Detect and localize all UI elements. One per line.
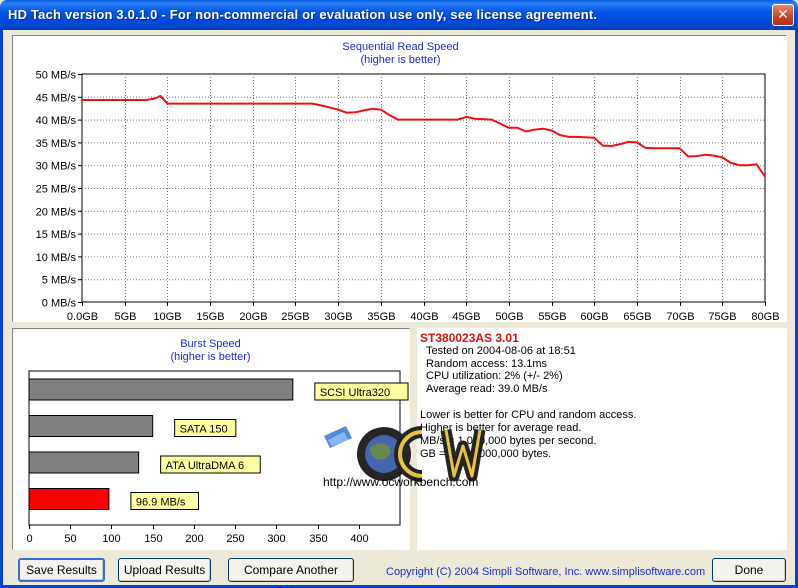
drive-model: ST380023AS 3.01 — [420, 331, 519, 345]
burst-x-tick-label: 300 — [267, 533, 285, 545]
copyright-text: Copyright (C) 2004 Simpli Software, Inc.… — [386, 566, 706, 578]
y-tick-label: 5 MB/s — [42, 275, 77, 287]
burst-bar-label-box — [174, 419, 237, 437]
y-tick-label: 30 MB/s — [36, 161, 77, 173]
burst-x-tick-label: 50 — [64, 533, 76, 545]
y-tick-label: 35 MB/s — [36, 138, 77, 150]
burst-bar-label: SATA 150 — [180, 424, 228, 436]
note-higher-better: Higher is better for average read. — [420, 422, 582, 434]
x-tick-label: 5GB — [114, 311, 136, 323]
tested-on: Tested on 2004-08-06 at 18:51 — [426, 345, 576, 357]
burst-x-tick-label: 0 — [26, 533, 32, 545]
x-tick-label: 10GB — [153, 311, 181, 323]
burst-bar-label: ATA UltraDMA 6 — [166, 460, 244, 472]
read-speed-series-line — [82, 94, 766, 178]
burst-bar — [28, 451, 140, 474]
x-tick-label: 75GB — [708, 311, 736, 323]
burst-bar — [28, 488, 110, 510]
done-label: Done — [734, 563, 764, 577]
burst-bar — [28, 415, 154, 437]
x-tick-label: 45GB — [452, 311, 480, 323]
save-results-button[interactable]: Save Results — [18, 558, 105, 582]
x-tick-label: 55GB — [538, 311, 566, 323]
close-button[interactable]: ✕ — [772, 4, 794, 26]
burst-chart-title-line1: Burst Speed — [180, 338, 241, 350]
note-lower-better: Lower is better for CPU and random acces… — [420, 409, 637, 421]
x-tick-label: 65GB — [623, 311, 651, 323]
cpu-utilization: CPU utilization: 2% (+/- 2%) — [426, 370, 563, 382]
compare-drive-button[interactable]: Compare Another Drive — [228, 558, 354, 588]
x-tick-label: 15GB — [196, 311, 224, 323]
sequential-chart-title: Sequential Read Speed (higher is better) — [13, 41, 788, 67]
window-frame — [0, 30, 798, 588]
x-tick-label: 20GB — [239, 311, 267, 323]
title-bar: HD Tach version 3.0.1.0 - For non-commer… — [0, 0, 798, 30]
burst-chart-panel: Burst Speed (higher is better) SCSI Ultr… — [12, 328, 410, 550]
burst-bar-label-box — [130, 492, 199, 510]
y-tick-label: 50 MB/s — [36, 70, 77, 82]
sequential-read-chart: 50 MB/s 45 MB/s 40 MB/s 35 MB/s 30 MB/s 25 MB… — [36, 70, 780, 324]
watermark-url: http://www.ocworkbench.com — [323, 475, 479, 489]
ocw-watermark-logo — [324, 426, 486, 482]
upload-results-button[interactable]: Upload Results — [118, 558, 211, 582]
burst-x-tick-label: 150 — [144, 533, 162, 545]
x-tick-label: 40GB — [410, 311, 438, 323]
burst-chart-title-line2: (higher is better) — [170, 351, 251, 363]
burst-bar-label-box — [314, 382, 409, 401]
x-tick-label: 70GB — [666, 311, 694, 323]
y-tick-label: 0 MB/s — [42, 298, 77, 310]
burst-bar-label: 96.9 MB/s — [136, 497, 186, 509]
y-tick-label: 15 MB/s — [36, 229, 77, 241]
y-tick-label: 40 MB/s — [36, 115, 77, 127]
x-tick-label: 35GB — [367, 311, 395, 323]
y-tick-label: 45 MB/s — [36, 92, 77, 104]
random-access: Random access: 13.1ms — [426, 358, 548, 370]
burst-speed-chart: SCSI Ultra320 SATA 150 ATA UltraDMA 6 96.9 … — [26, 370, 409, 545]
x-tick-label: 80GB — [751, 311, 779, 323]
burst-x-tick-label: 250 — [226, 533, 244, 545]
window-title: HD Tach version 3.0.1.0 - For non-commer… — [8, 7, 598, 22]
burst-x-tick-label: 100 — [102, 533, 120, 545]
burst-x-tick-label: 200 — [185, 533, 203, 545]
save-results-label: Save Results — [26, 563, 97, 577]
y-tick-label: 20 MB/s — [36, 206, 77, 218]
done-button[interactable]: Done — [712, 558, 786, 582]
x-tick-label: 50GB — [495, 311, 523, 323]
burst-bar-label-box — [160, 455, 261, 474]
burst-x-tick-label: 400 — [350, 533, 368, 545]
burst-chart-title: Burst Speed (higher is better) — [153, 338, 268, 364]
x-tick-label: 60GB — [580, 311, 608, 323]
x-tick-label: 25GB — [281, 311, 309, 323]
compare-drive-label: Compare Another Drive — [243, 563, 339, 588]
upload-results-label: Upload Results — [123, 563, 206, 577]
plot-area — [81, 73, 766, 303]
close-icon: ✕ — [777, 7, 789, 23]
sequential-chart-title-line2: (higher is better) — [360, 54, 441, 66]
sequential-chart-title-line1: Sequential Read Speed — [342, 41, 459, 53]
sequential-chart-panel: Sequential Read Speed (higher is better)… — [12, 35, 788, 324]
y-tick-label: 10 MB/s — [36, 252, 77, 264]
average-read: Average read: 39.0 MB/s — [426, 383, 548, 395]
burst-bar — [28, 378, 294, 401]
burst-bar-label: SCSI Ultra320 — [320, 387, 390, 399]
x-tick-label: 0.0GB — [67, 311, 98, 323]
burst-x-tick-label: 350 — [309, 533, 327, 545]
y-tick-label: 25 MB/s — [36, 184, 77, 196]
x-tick-label: 30GB — [324, 311, 352, 323]
